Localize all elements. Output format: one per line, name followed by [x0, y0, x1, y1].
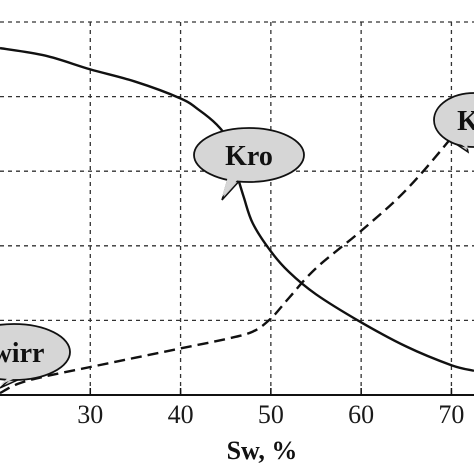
x-axis-title: Sw, % — [227, 436, 298, 465]
callout-wirr: wirr — [0, 323, 71, 389]
x-tick-label-30: 30 — [77, 400, 103, 429]
axes — [0, 388, 474, 396]
x-tick-label-40: 40 — [168, 400, 194, 429]
callout-kro: Kro — [193, 127, 305, 201]
callout-label: Kro — [225, 141, 273, 172]
callouts: Kro wirr K — [0, 92, 474, 389]
x-tick-label-50: 50 — [258, 400, 284, 429]
grid-lines — [0, 21, 474, 395]
callout-label: wirr — [0, 338, 44, 369]
callout-label: K — [457, 106, 474, 137]
callout-bubble — [193, 127, 305, 183]
x-tick-labels: 30 40 50 60 70 — [77, 400, 464, 429]
callout-tail-fill — [0, 375, 22, 385]
x-tick-label-60: 60 — [348, 400, 374, 429]
callout-tail-fill — [450, 137, 468, 149]
callout-bubble — [433, 92, 474, 148]
callout-k: K — [433, 92, 474, 154]
series-krw-line — [0, 105, 474, 395]
callout-tail-fill — [222, 173, 242, 197]
x-tick-label-70: 70 — [438, 400, 464, 429]
series-kro-line — [0, 46, 474, 372]
callout-bubble — [0, 323, 71, 381]
series-layer — [0, 46, 474, 395]
